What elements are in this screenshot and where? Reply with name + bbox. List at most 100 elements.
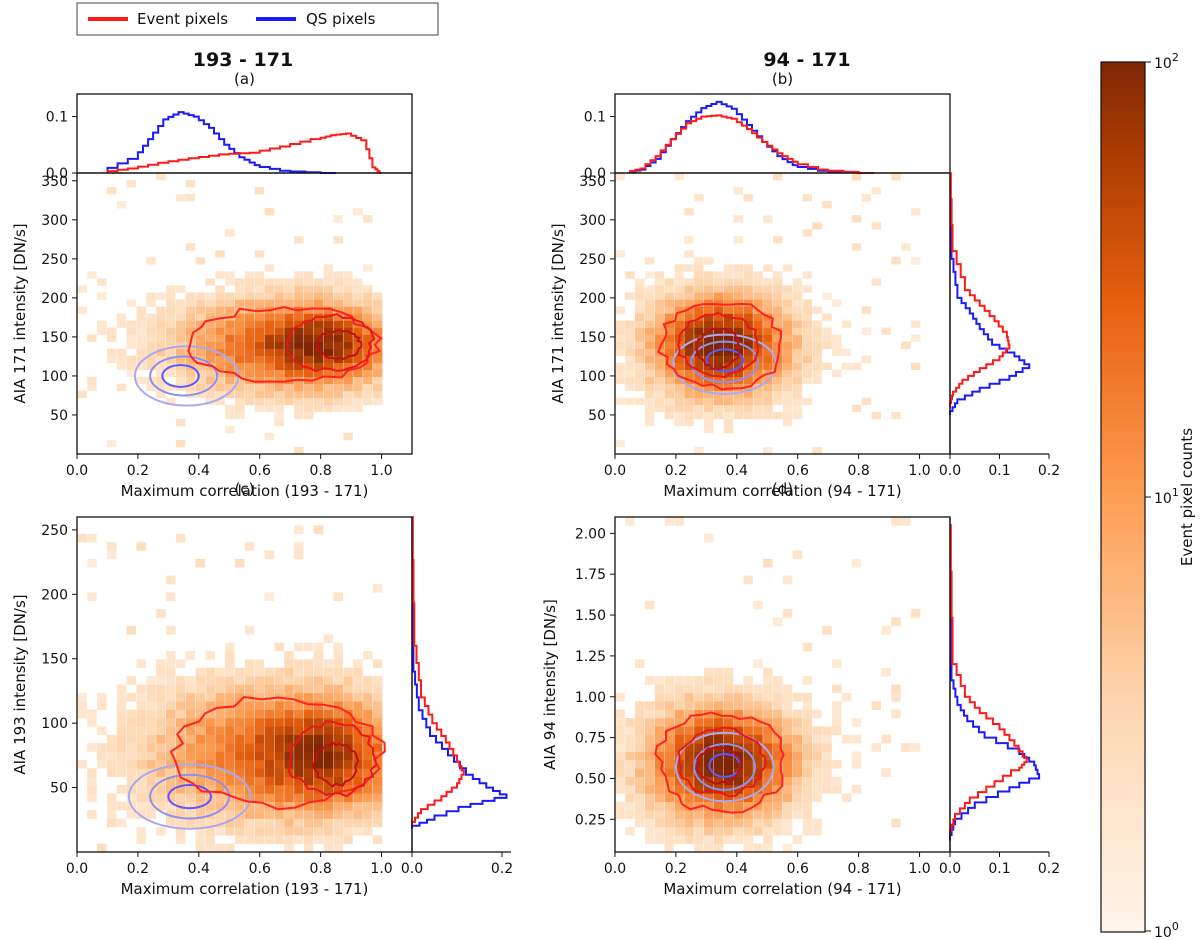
y-tick-label: 250 [41,252,68,268]
heatmap-cell [185,751,196,761]
heatmap-cell [294,446,304,455]
heatmap-cell [664,734,675,744]
x-tick-label: 0.8 [848,861,870,877]
y-tick-label: 300 [579,213,606,229]
heatmap-cell [185,369,196,378]
heatmap-cell [205,355,215,363]
heatmap-cell [313,818,324,828]
heatmap-cell [763,278,773,286]
heatmap-cell [372,684,383,694]
heatmap-cell [664,835,675,844]
heatmap-cell [654,701,665,710]
heatmap-cell [363,801,373,811]
heatmap-cell [333,785,343,794]
heatmap-cell [704,793,714,803]
heatmap-cell [225,404,235,413]
heatmap-cell [254,676,265,685]
heatmap-cell [353,292,363,300]
heatmap-cell [333,390,343,399]
heatmap-cell [215,801,225,811]
heatmap-cell [654,759,665,769]
heatmap-cell [294,542,304,551]
heatmap-cell [674,517,684,526]
heatmap-cell [353,684,363,694]
heatmap-cell [363,299,373,307]
heatmap-cell [654,776,665,786]
heatmap-cell [733,818,744,828]
heatmap-cell [274,667,284,677]
heatmap-cell [704,818,714,828]
heatmap-cell [234,801,245,811]
heatmap-cell [684,278,694,286]
heatmap-cell [166,810,176,819]
heatmap-cell [274,390,284,399]
heatmap-cell [832,334,842,342]
heatmap-cell [664,285,675,293]
heatmap-cell [323,348,334,356]
heatmap-cell [792,278,803,286]
x-tick-label: 0.2 [127,861,149,877]
heatmap-cell [353,278,363,286]
heatmap-cell [792,348,803,356]
heatmap-cell [812,222,822,230]
heatmap-cell [881,734,891,744]
heatmap-cell [684,341,694,349]
event-contour [677,726,767,798]
heatmap-cell [106,810,117,819]
heatmap-cell [195,743,206,752]
heatmap-cell [832,785,842,794]
heatmap-cell [674,676,684,685]
x-tick-label: 0.0 [604,463,626,479]
heatmap-cell [743,306,753,314]
heatmap-cell [674,743,684,752]
heatmap-cell [284,306,294,314]
heatmap-cell [274,785,284,794]
heatmap-cell [274,751,284,761]
heatmap-cell [881,768,891,777]
heatmap-cell [264,692,275,702]
heatmap-cell [106,751,117,761]
heatmap-cell [175,776,186,786]
heatmap-cell [166,718,176,727]
heatmap-cell [372,785,383,794]
x-tick-label: 1.0 [908,463,930,479]
heatmap-cell [333,793,343,803]
heatmap-cell [225,776,235,786]
heatmap-cell [313,718,324,727]
heatmap-cell [644,348,655,356]
heatmap-cell [313,278,324,286]
heatmap-cell [822,313,832,321]
heatmap-cell [303,709,314,719]
heatmap-cell [254,313,265,321]
heatmap-cell [185,194,196,202]
heatmap-cell [851,718,862,727]
heatmap-cell [625,517,635,526]
heatmap-cell [644,751,655,761]
heatmap-cell [792,726,803,736]
heatmap-cell [363,292,373,300]
heatmap-cell [713,701,724,710]
heatmap-cell [812,709,822,719]
event-contour [169,695,386,811]
heatmap-cell [274,341,284,349]
heatmap-cell [353,306,363,314]
heatmap-cell [343,751,353,761]
heatmap-cell [136,801,146,811]
heatmap-cell [87,785,97,794]
x-tick-label: 1.0 [370,861,392,877]
heatmap-cell [343,369,353,378]
heatmap-cell [343,768,353,777]
heatmap-cell [343,383,353,392]
heatmap-cell [294,709,304,719]
heatmap-cell [625,751,635,761]
heatmap-cell [763,743,773,752]
heatmap-cell [323,726,334,736]
heatmap-cell [146,785,156,794]
heatmap-cell [284,785,294,794]
heatmap-cell [713,793,724,803]
heatmap-cell [802,751,813,761]
heatmap-cell [684,709,694,719]
heatmap-cell [313,667,324,677]
heatmap-cell [185,692,196,702]
heatmap-cell [644,701,655,710]
